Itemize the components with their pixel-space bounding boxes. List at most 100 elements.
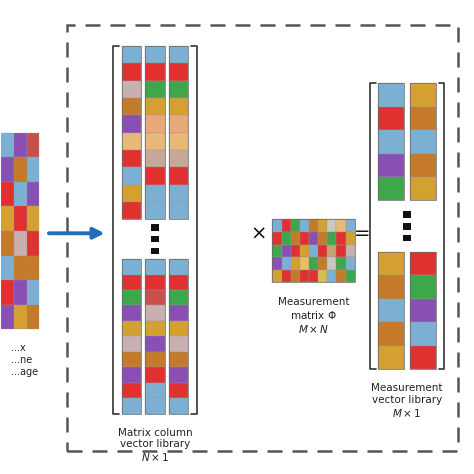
- Bar: [309, 257, 318, 270]
- Text: ...x
...ne
...age: ...x ...ne ...age: [11, 343, 38, 376]
- Bar: [410, 299, 436, 322]
- Bar: [14, 157, 27, 182]
- Bar: [145, 46, 165, 63]
- Bar: [273, 232, 282, 245]
- Text: =: =: [354, 224, 370, 243]
- Bar: [121, 352, 141, 367]
- Bar: [318, 245, 328, 257]
- Bar: [410, 275, 436, 299]
- Bar: [1, 280, 14, 305]
- Bar: [27, 255, 39, 280]
- Bar: [309, 270, 318, 283]
- Bar: [328, 257, 337, 270]
- Bar: [169, 202, 189, 219]
- Bar: [291, 232, 300, 245]
- Bar: [121, 337, 141, 352]
- Bar: [145, 367, 165, 383]
- Bar: [273, 245, 282, 257]
- Bar: [151, 236, 159, 242]
- Bar: [145, 115, 165, 133]
- Bar: [410, 154, 436, 177]
- Bar: [14, 182, 27, 206]
- Bar: [378, 346, 404, 369]
- Bar: [121, 305, 141, 321]
- Bar: [1, 231, 14, 255]
- Bar: [145, 133, 165, 150]
- Bar: [27, 206, 39, 231]
- Bar: [169, 337, 189, 352]
- Bar: [145, 259, 165, 274]
- Text: Matrix column
vector library
$N\times1$: Matrix column vector library $N\times1$: [118, 428, 192, 463]
- Bar: [403, 211, 411, 218]
- Bar: [328, 245, 337, 257]
- Bar: [346, 257, 355, 270]
- Bar: [145, 98, 165, 115]
- Bar: [300, 270, 309, 283]
- Bar: [403, 223, 411, 229]
- Bar: [67, 25, 458, 451]
- Bar: [121, 81, 141, 98]
- Bar: [282, 245, 291, 257]
- Bar: [378, 130, 404, 154]
- Bar: [1, 255, 14, 280]
- Bar: [121, 259, 141, 414]
- Bar: [121, 367, 141, 383]
- Bar: [378, 252, 404, 275]
- Bar: [121, 150, 141, 167]
- Bar: [346, 270, 355, 283]
- Bar: [410, 177, 436, 201]
- Bar: [328, 219, 337, 232]
- Bar: [300, 232, 309, 245]
- Bar: [318, 270, 328, 283]
- Bar: [169, 274, 189, 290]
- Bar: [169, 150, 189, 167]
- Bar: [410, 83, 436, 107]
- Bar: [121, 63, 141, 81]
- Bar: [145, 337, 165, 352]
- Bar: [169, 290, 189, 305]
- Bar: [346, 219, 355, 232]
- Bar: [300, 245, 309, 257]
- Bar: [337, 232, 346, 245]
- Bar: [410, 130, 436, 154]
- Bar: [346, 245, 355, 257]
- Bar: [1, 182, 14, 206]
- Bar: [410, 83, 436, 201]
- Bar: [151, 224, 159, 231]
- Bar: [282, 270, 291, 283]
- Bar: [169, 46, 189, 219]
- Bar: [169, 133, 189, 150]
- Bar: [145, 398, 165, 414]
- Bar: [145, 383, 165, 398]
- Bar: [273, 219, 355, 283]
- Bar: [282, 219, 291, 232]
- Bar: [121, 184, 141, 202]
- Bar: [169, 81, 189, 98]
- Bar: [145, 290, 165, 305]
- Bar: [169, 46, 189, 63]
- Bar: [121, 274, 141, 290]
- Bar: [378, 299, 404, 322]
- Bar: [378, 177, 404, 201]
- Bar: [145, 202, 165, 219]
- Bar: [121, 202, 141, 219]
- Bar: [27, 157, 39, 182]
- Bar: [300, 257, 309, 270]
- Bar: [282, 257, 291, 270]
- Bar: [410, 346, 436, 369]
- Bar: [410, 322, 436, 346]
- Bar: [273, 257, 282, 270]
- Bar: [410, 252, 436, 369]
- Bar: [337, 219, 346, 232]
- Bar: [291, 219, 300, 232]
- Bar: [346, 232, 355, 245]
- Bar: [14, 280, 27, 305]
- Bar: [169, 259, 189, 274]
- Bar: [378, 154, 404, 177]
- Bar: [121, 383, 141, 398]
- Bar: [337, 245, 346, 257]
- Bar: [145, 81, 165, 98]
- Bar: [169, 184, 189, 202]
- Bar: [169, 367, 189, 383]
- Bar: [121, 46, 141, 63]
